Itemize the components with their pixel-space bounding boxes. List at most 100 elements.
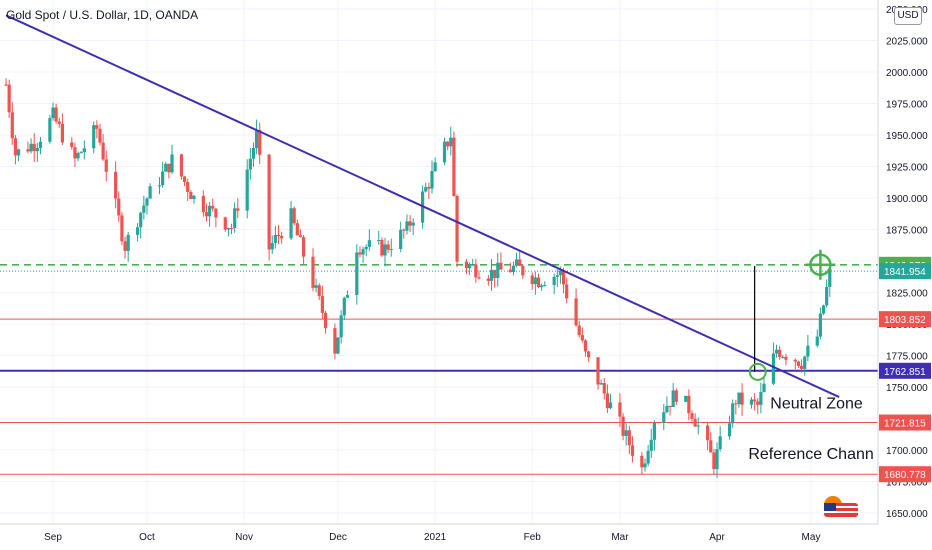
y-tick-label: 1750.000 xyxy=(886,383,928,394)
candle-body xyxy=(389,249,393,251)
candle-body xyxy=(496,262,500,279)
candle-body xyxy=(684,395,688,402)
candle-body xyxy=(314,285,318,288)
y-tick-label: 1700.000 xyxy=(886,446,928,457)
candle-body xyxy=(251,147,256,159)
candle-body xyxy=(157,185,162,187)
y-tick-label: 1975.000 xyxy=(886,100,928,111)
candle-body xyxy=(186,182,190,192)
candle-body xyxy=(289,208,293,239)
candle-body xyxy=(796,361,801,366)
candle-body xyxy=(630,445,635,456)
candle-body xyxy=(204,212,209,217)
candle-body xyxy=(226,228,231,230)
candle-body xyxy=(784,356,788,360)
candle-body xyxy=(668,405,672,407)
candle-body xyxy=(718,436,722,450)
candle-body xyxy=(652,422,656,440)
candle-body xyxy=(142,205,146,213)
candle-body xyxy=(587,351,591,358)
level-price-label: 1841.954 xyxy=(884,267,926,278)
x-tick-label: Apr xyxy=(709,532,725,543)
candle-body xyxy=(608,402,613,409)
candle-body xyxy=(148,186,152,199)
x-tick-label: Mar xyxy=(611,532,629,543)
candle-body xyxy=(727,423,732,437)
candle-body xyxy=(442,141,447,163)
candle-body xyxy=(367,240,371,247)
level-price-tag xyxy=(879,362,931,379)
candle-body xyxy=(4,84,8,86)
candle-body xyxy=(706,425,710,441)
candle-body xyxy=(499,262,503,270)
candle-body xyxy=(737,392,741,405)
candle-body xyxy=(7,84,11,113)
candle-body xyxy=(477,277,481,279)
level-price-tag xyxy=(879,263,931,280)
y-tick-label: 1825.000 xyxy=(886,289,928,300)
candle-body xyxy=(665,405,669,413)
candle-body xyxy=(323,312,328,329)
candle-body xyxy=(201,195,205,213)
breakout-circle-marker xyxy=(748,362,767,381)
candle-body xyxy=(214,208,218,218)
candle-body xyxy=(533,277,537,285)
y-tick-label: 1675.000 xyxy=(886,478,928,489)
candle-body xyxy=(123,241,127,251)
candle-body xyxy=(574,298,578,326)
candle-body xyxy=(471,264,475,266)
y-tick-label: 1925.000 xyxy=(886,163,928,174)
candle-body xyxy=(687,395,691,414)
candle-body xyxy=(493,269,497,279)
candle-body xyxy=(270,242,274,250)
candle-body xyxy=(806,345,810,357)
candle-body xyxy=(821,305,826,314)
candle-body xyxy=(424,187,428,192)
candle-body xyxy=(229,228,234,230)
candle-body xyxy=(749,399,754,405)
candle-body xyxy=(828,268,832,287)
candle-body xyxy=(452,137,456,196)
x-tick-label: Oct xyxy=(139,532,155,543)
candle-body xyxy=(298,235,303,238)
grid-lines xyxy=(0,0,878,524)
x-tick-label: Sep xyxy=(44,532,62,543)
candle-body xyxy=(486,278,490,281)
candle-body xyxy=(38,141,43,148)
candle-body xyxy=(771,353,776,384)
candle-body xyxy=(320,296,324,313)
candle-body xyxy=(48,118,52,142)
candle-body xyxy=(662,412,666,423)
candle-body xyxy=(233,208,237,229)
candle-body xyxy=(135,227,140,235)
candle-body xyxy=(793,359,797,362)
currency-button[interactable]: USD xyxy=(894,7,922,25)
candle-body xyxy=(120,215,124,242)
candle-body xyxy=(292,208,296,224)
candle-body xyxy=(82,148,86,153)
candle-body xyxy=(602,383,606,394)
candle-body xyxy=(781,356,785,358)
candle-body xyxy=(430,171,434,189)
candle-body xyxy=(364,246,368,250)
candle-body xyxy=(709,440,713,453)
candles xyxy=(4,78,832,478)
candle-body xyxy=(145,198,149,206)
flag-badge-icon xyxy=(824,496,858,517)
candle-body xyxy=(583,340,588,352)
x-tick-label: Feb xyxy=(524,532,542,543)
candle-body xyxy=(10,112,14,139)
candle-body xyxy=(558,270,563,276)
candle-body xyxy=(386,244,390,250)
y-tick-label: 1900.000 xyxy=(886,194,928,205)
candle-body xyxy=(192,195,196,200)
candle-body xyxy=(383,244,387,256)
candle-body xyxy=(377,239,381,241)
y-tick-label: 2025.000 xyxy=(886,37,928,48)
candle-body xyxy=(474,264,478,278)
candle-body xyxy=(643,463,647,468)
candle-body xyxy=(342,297,346,316)
candle-body xyxy=(408,221,412,226)
